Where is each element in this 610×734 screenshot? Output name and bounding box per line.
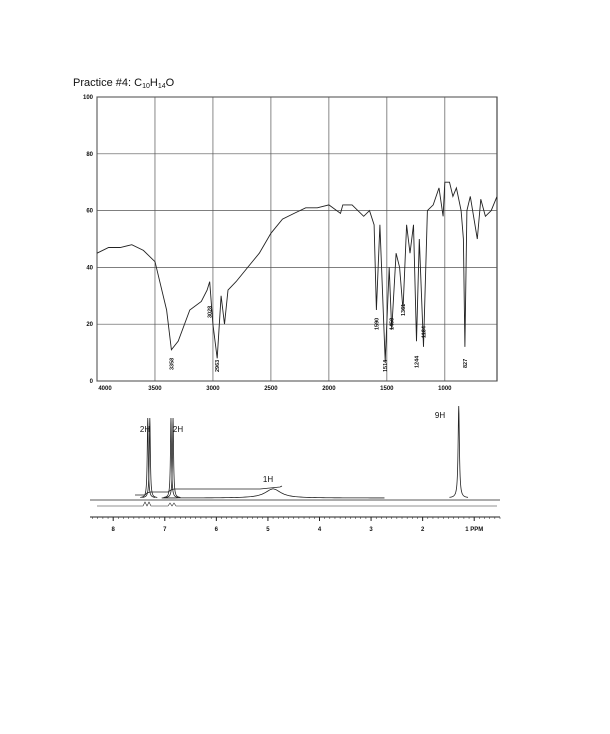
title-text: H <box>150 77 158 89</box>
x-tick-label: 2000 <box>322 386 336 392</box>
peak-label: 2963 <box>215 360 221 372</box>
ir-spectrum <box>96 181 498 362</box>
title-sub: 10 <box>142 83 150 90</box>
nmr-peak <box>142 417 158 498</box>
peak-label: 827 <box>463 359 469 368</box>
nmr-peak <box>165 417 181 498</box>
x-tick-label: 3 <box>369 527 373 533</box>
y-tick-label: 40 <box>86 265 93 271</box>
x-tick-label: 2 <box>421 527 425 533</box>
integration-label: 9H <box>435 411 445 420</box>
peak-label: 1244 <box>415 355 421 368</box>
x-tick-label: 8 <box>112 527 116 533</box>
peak-label: 1458 <box>390 318 396 330</box>
peak-label: 1590 <box>374 318 380 330</box>
title-text: Practice #4: C <box>73 77 142 89</box>
title-sub: 14 <box>158 83 166 90</box>
x-tick-label: 3500 <box>148 386 162 392</box>
x-tick-label: 2500 <box>264 386 278 392</box>
integration-label: 2H <box>140 425 150 434</box>
y-tick-label: 80 <box>86 152 93 158</box>
integration-label: 2H <box>173 425 183 434</box>
ir-frame <box>96 96 498 382</box>
peak-label: 1361 <box>401 304 407 316</box>
peak-label: 1514 <box>383 359 389 372</box>
y-tick-label: 0 <box>90 379 94 385</box>
nmr-peak <box>163 417 179 498</box>
x-tick-label: 1500 <box>380 386 394 392</box>
peak-label: 1184 <box>421 325 427 338</box>
x-tick-label: 4 <box>318 527 322 533</box>
nmr-peak <box>449 405 469 498</box>
expanded-trace <box>97 501 497 507</box>
nmr-peak <box>161 488 385 499</box>
y-tick-label: 20 <box>86 322 93 328</box>
y-tick-label: 100 <box>83 95 94 101</box>
x-tick-label: 5 <box>266 527 270 533</box>
title: Practice #4: C10H14O <box>73 77 175 90</box>
x-tick-label: 3000 <box>206 386 220 392</box>
title-text: O <box>166 77 175 89</box>
integration-label: 1H <box>263 475 273 484</box>
x-tick-label: 1 PPM <box>465 527 483 533</box>
peak-label: 3028 <box>208 306 214 318</box>
x-tick-label: 4000 <box>98 386 112 392</box>
x-tick-label: 1000 <box>438 386 452 392</box>
peak-label: 3358 <box>169 358 175 370</box>
x-tick-label: 7 <box>163 527 167 533</box>
x-tick-label: 6 <box>215 527 219 533</box>
nmr-peak <box>140 417 156 498</box>
integral-trace <box>135 485 283 496</box>
y-tick-label: 60 <box>86 209 93 215</box>
